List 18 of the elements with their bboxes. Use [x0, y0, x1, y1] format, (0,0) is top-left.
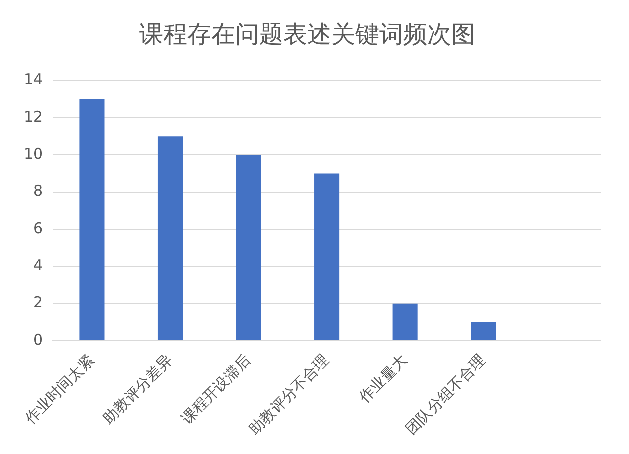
bar — [392, 304, 418, 341]
bar — [158, 136, 184, 341]
y-tick-label: 4 — [34, 256, 44, 275]
x-tick-label: 作业量大 — [355, 351, 411, 408]
y-tick-label: 8 — [34, 182, 44, 200]
y-tick-label: 14 — [24, 70, 44, 89]
bar — [471, 322, 496, 341]
x-tick-label: 助教评分差异 — [100, 351, 176, 428]
chart-title: 课程存在问题表述关键词频次图 — [140, 20, 476, 49]
y-tick-label: 10 — [24, 145, 44, 164]
y-tick-label: 6 — [34, 219, 44, 238]
bar — [314, 174, 340, 341]
y-tick-label: 12 — [24, 108, 44, 126]
bar — [236, 155, 262, 341]
y-tick-label: 0 — [34, 330, 44, 349]
bar — [80, 99, 105, 341]
x-tick-label: 作业时间太紧 — [20, 351, 98, 428]
y-tick-label: 2 — [34, 294, 44, 312]
